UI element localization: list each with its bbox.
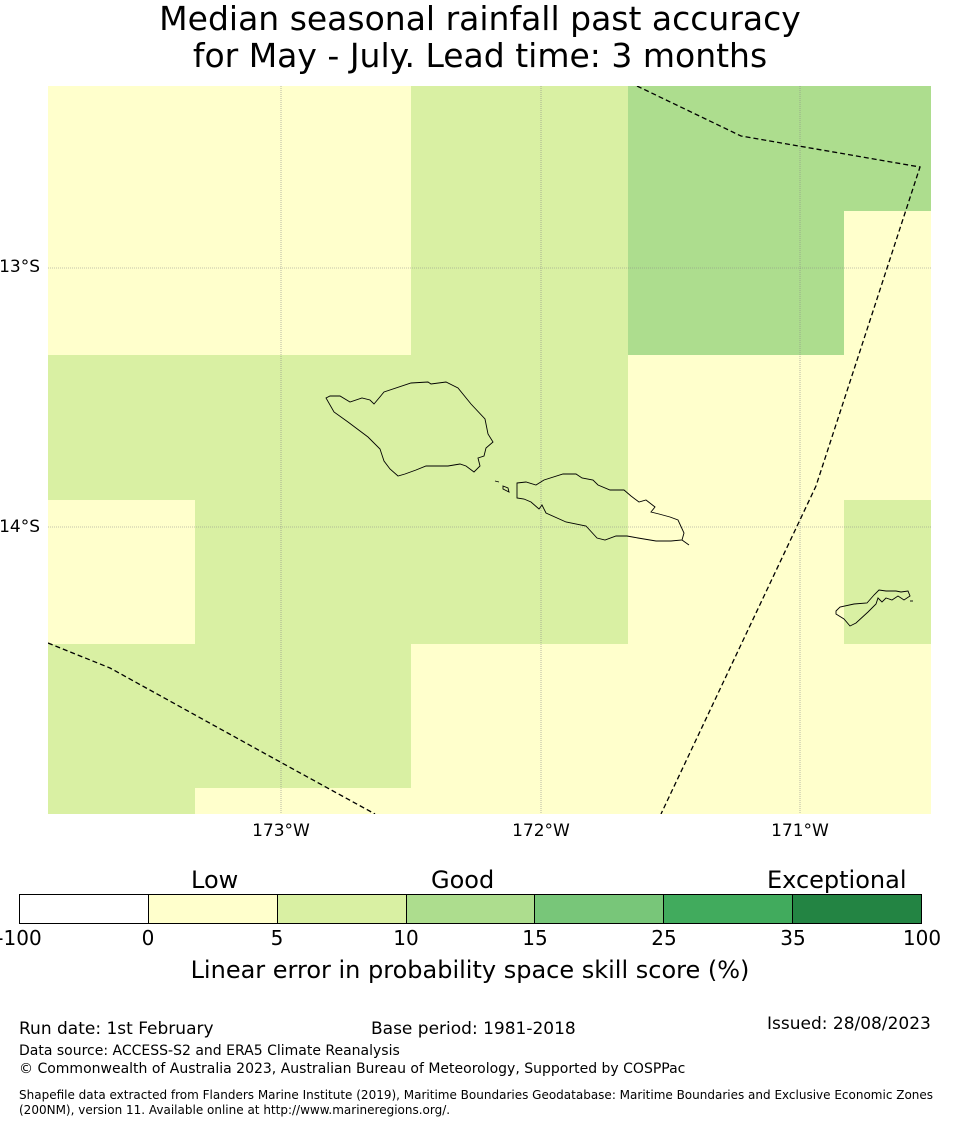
grid-cell [411, 644, 931, 814]
manono-islet [494, 480, 500, 483]
data-source: Data source: ACCESS-S2 and ERA5 Climate … [19, 1043, 400, 1059]
colorbar-segment [793, 895, 922, 923]
colorbar-tick: -100 [0, 926, 42, 950]
graticule [48, 86, 931, 814]
lat-label-14s: 14°S [0, 517, 40, 537]
grid-cell [628, 500, 844, 644]
run-date: Run date: 1st February [19, 1019, 214, 1039]
colorbar [19, 894, 922, 924]
colorbar-tick: 25 [651, 926, 677, 950]
maritime-boundary [48, 86, 921, 814]
grid-cell [48, 86, 411, 355]
base-period: Base period: 1981-2018 [371, 1019, 576, 1039]
eez-boundary-south [48, 642, 376, 814]
grid-cell [844, 211, 931, 355]
map-title-line-2: for May - July. Lead time: 3 months [192, 36, 768, 75]
grid-cell [628, 355, 931, 500]
colorbar-segment [406, 895, 536, 923]
savaii-island-outline [325, 381, 494, 477]
grid-cell [844, 500, 931, 644]
tutuila-island-outline [835, 589, 911, 627]
legend-category-exceptional: Exceptional [767, 866, 907, 894]
grid-cell [195, 788, 411, 814]
colorbar-label: Linear error in probability space skill … [190, 956, 750, 984]
grid-cell [411, 86, 628, 355]
shapefile-credit-line-2: (200NM), version 11. Available online at… [19, 1103, 451, 1117]
upolu-east-tip [681, 539, 690, 546]
lat-label-13s: 13°S [0, 257, 40, 277]
copyright-notice: © Commonwealth of Australia 2023, Austra… [19, 1061, 686, 1077]
upolu-island-outline [516, 473, 685, 542]
colorbar-segment [277, 895, 407, 923]
legend-category-good: Good [431, 866, 495, 894]
colorbar-tick: 100 [902, 926, 942, 950]
islands [325, 381, 913, 627]
colorbar-segment [664, 895, 794, 923]
colorbar-tick: 0 [141, 926, 155, 950]
lon-label-173w: 173°W [252, 821, 310, 841]
colorbar-segment [20, 895, 149, 923]
grid-cell [628, 86, 931, 211]
grid-cell [48, 788, 195, 814]
colorbar-tick: 15 [522, 926, 548, 950]
colorbar-tick: 5 [270, 926, 284, 950]
grid-cell [628, 211, 844, 355]
grid-cell [195, 500, 628, 644]
colorbar-tick: 35 [780, 926, 806, 950]
lon-label-171w: 171°W [771, 821, 829, 841]
skill-grid [48, 86, 931, 814]
colorbar-segment [148, 895, 278, 923]
issued-date: Issued: 28/08/2023 [767, 1014, 931, 1034]
lon-label-172w: 172°W [512, 821, 570, 841]
grid-cell [48, 355, 628, 500]
skill-map [48, 86, 931, 814]
apolima-islet [502, 485, 510, 493]
shapefile-credit-line-1: Shapefile data extracted from Flanders M… [19, 1088, 934, 1102]
colorbar-tick: 10 [393, 926, 419, 950]
eez-boundary-east [636, 86, 921, 814]
colorbar-segment [535, 895, 665, 923]
legend-category-low: Low [191, 866, 239, 894]
grid-cell [48, 500, 195, 644]
map-title-line-1: Median seasonal rainfall past accuracy [159, 0, 801, 38]
